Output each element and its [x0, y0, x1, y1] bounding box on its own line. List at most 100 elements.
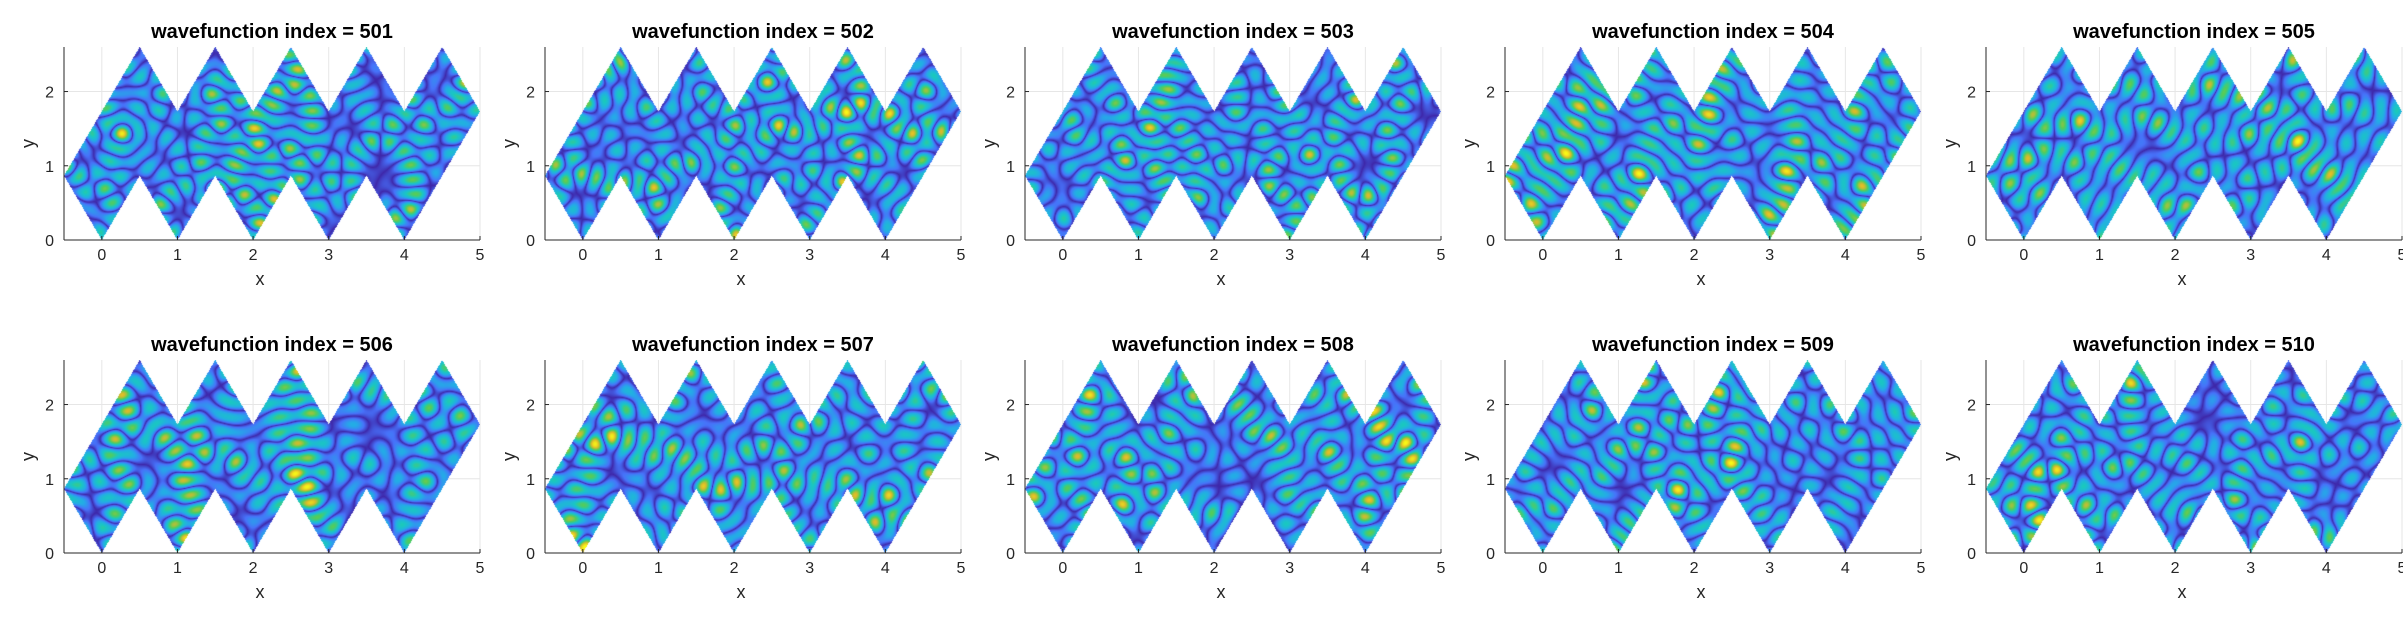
subplot-title: wavefunction index = 502	[631, 21, 874, 43]
y-axis-label: y	[979, 452, 999, 461]
x-tick-label: 5	[957, 560, 966, 577]
x-tick-label: 3	[805, 247, 814, 264]
y-axis-label: y	[1940, 139, 1960, 148]
x-tick-label: 4	[1841, 560, 1850, 577]
x-tick-label: 3	[1285, 247, 1294, 264]
subplot-title: wavefunction index = 507	[631, 334, 874, 356]
subplot-501: 0 1 2 3 4 5 0 1 2 x y wavefunction index = 501	[18, 21, 485, 289]
x-tick-label: 1	[173, 247, 182, 264]
x-tick-label: 1	[1134, 247, 1143, 264]
x-tick-label: 3	[2246, 560, 2255, 577]
y-axis-label: y	[1459, 139, 1479, 148]
x-tick-label: 0	[578, 247, 587, 264]
x-tick-label: 5	[1917, 247, 1926, 264]
subplot-508: 0 1 2 3 4 5 0 1 2 x y wavefunction index = 508	[979, 334, 1446, 602]
x-tick-label: 0	[2019, 247, 2028, 264]
y-tick-label: 2	[45, 85, 54, 102]
x-axis-label: x	[1217, 582, 1226, 602]
wavefunction-field	[1986, 47, 2402, 240]
subplot-title: wavefunction index = 503	[1111, 21, 1354, 43]
subplot-title: wavefunction index = 510	[2072, 334, 2315, 356]
x-tick-label: 5	[1437, 247, 1446, 264]
x-tick-label: 2	[249, 247, 258, 264]
x-tick-label: 2	[1210, 560, 1219, 577]
y-tick-label: 2	[1006, 398, 1015, 415]
x-tick-label: 2	[2171, 247, 2180, 264]
subplot-502: 0 1 2 3 4 5 0 1 2 x y wavefunction index = 502	[499, 21, 966, 289]
y-tick-label: 0	[526, 546, 535, 563]
y-axis-label: y	[499, 139, 519, 148]
x-tick-label: 2	[249, 560, 258, 577]
x-tick-label: 1	[2095, 247, 2104, 264]
y-axis-label: y	[979, 139, 999, 148]
y-axis-label: y	[18, 452, 38, 461]
y-tick-label: 0	[1486, 233, 1495, 250]
subplot-507: 0 1 2 3 4 5 0 1 2 x y wavefunction index = 507	[499, 334, 966, 602]
x-tick-label: 0	[1058, 247, 1067, 264]
x-tick-label: 5	[1437, 560, 1446, 577]
x-tick-label: 2	[730, 560, 739, 577]
x-tick-label: 4	[2322, 247, 2331, 264]
subplot-503: 0 1 2 3 4 5 0 1 2 x y wavefunction index = 503	[979, 21, 1446, 289]
y-axis-label: y	[18, 139, 38, 148]
x-tick-label: 5	[2398, 560, 2403, 577]
x-tick-label: 1	[2095, 560, 2104, 577]
x-tick-label: 5	[476, 560, 485, 577]
y-tick-label: 2	[1967, 398, 1976, 415]
y-tick-label: 1	[526, 159, 535, 176]
x-tick-label: 4	[400, 560, 409, 577]
y-tick-label: 2	[1486, 85, 1495, 102]
y-tick-label: 1	[1006, 472, 1015, 489]
wavefunction-field	[1505, 47, 1921, 240]
subplot-title: wavefunction index = 501	[150, 21, 393, 43]
x-tick-label: 0	[97, 560, 106, 577]
x-axis-label: x	[737, 269, 746, 289]
x-tick-label: 2	[1690, 247, 1699, 264]
x-tick-label: 4	[881, 560, 890, 577]
x-tick-label: 1	[1614, 247, 1623, 264]
x-tick-label: 4	[400, 247, 409, 264]
x-tick-label: 2	[1210, 247, 1219, 264]
y-axis-label: y	[1459, 452, 1479, 461]
x-tick-label: 1	[1134, 560, 1143, 577]
x-tick-label: 2	[1690, 560, 1699, 577]
wavefunction-field	[1025, 47, 1441, 240]
y-axis-label: y	[499, 452, 519, 461]
x-tick-label: 1	[654, 247, 663, 264]
wavefunction-field	[1986, 360, 2402, 553]
x-tick-label: 5	[476, 247, 485, 264]
y-tick-label: 0	[1967, 233, 1976, 250]
y-tick-label: 1	[526, 472, 535, 489]
x-tick-label: 3	[324, 560, 333, 577]
y-tick-label: 1	[45, 472, 54, 489]
x-axis-label: x	[2178, 582, 2187, 602]
y-tick-label: 0	[45, 233, 54, 250]
x-axis-label: x	[1697, 582, 1706, 602]
subplot-504: 0 1 2 3 4 5 0 1 2 x y wavefunction index = 504	[1459, 21, 1926, 289]
x-tick-label: 4	[1361, 560, 1370, 577]
x-tick-label: 3	[1285, 560, 1294, 577]
subplot-title: wavefunction index = 509	[1591, 334, 1834, 356]
y-tick-label: 2	[526, 85, 535, 102]
y-tick-label: 1	[1006, 159, 1015, 176]
x-axis-label: x	[737, 582, 746, 602]
y-tick-label: 1	[1967, 472, 1976, 489]
subplot-title: wavefunction index = 505	[2072, 21, 2315, 43]
x-tick-label: 0	[2019, 560, 2028, 577]
x-tick-label: 5	[957, 247, 966, 264]
x-tick-label: 3	[1765, 247, 1774, 264]
x-axis-label: x	[1217, 269, 1226, 289]
subplot-505: 0 1 2 3 4 5 0 1 2 x y wavefunction index = 505	[1940, 21, 2403, 289]
wavefunction-field	[1025, 360, 1441, 553]
y-tick-label: 1	[1486, 472, 1495, 489]
x-tick-label: 0	[97, 247, 106, 264]
x-tick-label: 4	[881, 247, 890, 264]
y-tick-label: 1	[45, 159, 54, 176]
y-tick-label: 1	[1486, 159, 1495, 176]
y-tick-label: 2	[1967, 85, 1976, 102]
wavefunction-field	[545, 360, 961, 553]
y-tick-label: 0	[1006, 233, 1015, 250]
wavefunction-field	[64, 47, 480, 240]
x-tick-label: 5	[1917, 560, 1926, 577]
